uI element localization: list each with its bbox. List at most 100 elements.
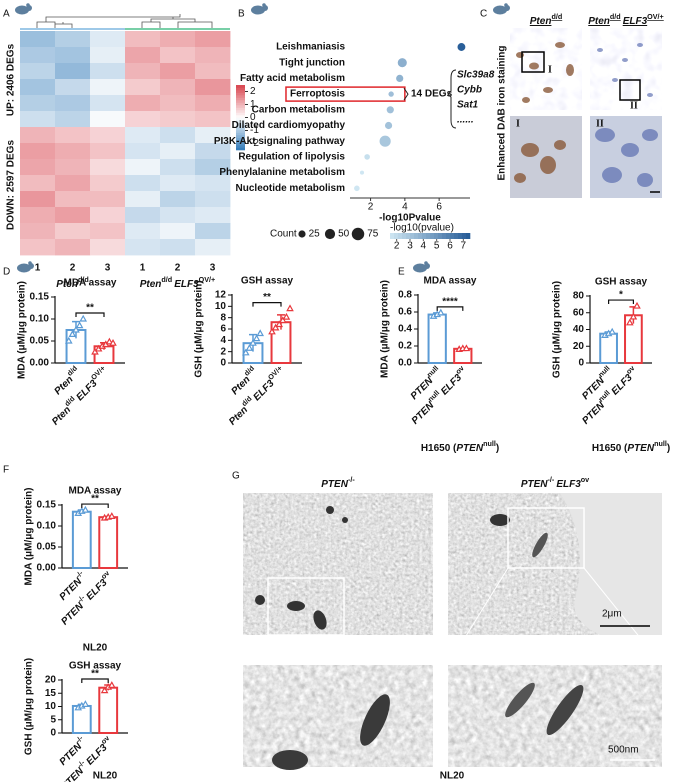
y-tick-label: 0.4: [398, 324, 412, 335]
colorbar-step: [236, 140, 245, 143]
column-label: 3: [210, 263, 216, 274]
column-header: Ptend/d ELF3OV/+: [588, 12, 664, 27]
significance: ****: [442, 296, 458, 307]
label-part: ELF3: [556, 479, 581, 490]
label-part: ELF3: [84, 577, 109, 602]
heat-cell: [160, 111, 196, 128]
scale-label: 2μm: [602, 609, 622, 620]
label-part: -/-: [74, 568, 86, 580]
label-part: d/d: [78, 275, 89, 284]
pathway-label: Fatty acid metabolism: [240, 73, 345, 84]
legend-gradient: [422, 233, 427, 239]
colorbar-step: [236, 87, 245, 91]
y-tick-label: 0.00: [37, 563, 57, 574]
y-axis-label: MDA (μM/μg protein): [24, 488, 35, 586]
legend-gradient: [466, 233, 471, 239]
heat-cell: [55, 143, 91, 160]
y-tick-label: 8: [220, 312, 226, 323]
data-point: [109, 338, 117, 346]
pathway-label: Dilated cardiomyopathy: [232, 120, 346, 131]
legend-gradient: [442, 233, 447, 239]
heat-cell: [90, 127, 126, 144]
label-part: null: [654, 439, 667, 448]
heat-cell: [55, 47, 91, 64]
chart-title: GSH assay: [595, 277, 648, 288]
panel-label: C: [480, 9, 487, 20]
significance-bracket: [608, 299, 634, 305]
heat-cell: [195, 207, 231, 224]
legend-gradient: [406, 233, 411, 239]
legend-gradient: [414, 233, 419, 239]
label-part: PTEN: [321, 479, 348, 490]
label-part: Pten: [530, 16, 552, 27]
colorbar-step: [236, 105, 245, 108]
heat-cell: [195, 223, 231, 240]
label-part: Pten: [50, 404, 73, 427]
colorbar-step: [236, 117, 245, 121]
y-tick-label: 0.8: [398, 290, 412, 301]
column-label: 1: [35, 263, 41, 274]
y-axis-label: GSH (μM/μg protein): [24, 658, 35, 755]
heat-cell: [125, 47, 161, 64]
chart-title: GSH assay: [241, 276, 294, 287]
legend-gradient: [438, 233, 443, 239]
dot: [364, 154, 370, 160]
mouse-icon: [413, 261, 430, 273]
y-tick-label: 0.10: [30, 314, 50, 325]
heat-cell: [125, 31, 161, 48]
colorbar-step: [236, 112, 245, 116]
y-tick-label: 0.05: [30, 336, 50, 347]
x-axis-label: H1650 (PTENnull): [421, 439, 499, 454]
side-label: Enhanced DAB iron staining: [497, 45, 508, 180]
y-tick-label: 0.00: [30, 358, 50, 369]
label-part: Pten: [56, 279, 78, 290]
staining-images: [510, 28, 662, 198]
mouse-icon: [17, 261, 34, 273]
label-part: ELF3: [439, 372, 464, 397]
heat-cell: [20, 207, 56, 224]
y-tick-label: 0: [50, 728, 56, 739]
label-part: null: [483, 439, 496, 448]
heat-cell: [195, 239, 231, 256]
x-tick-label: 6: [436, 202, 442, 213]
legend-gradient: [426, 233, 431, 239]
heat-cell: [20, 175, 56, 192]
colorbar-step: [236, 115, 245, 118]
heat-cell: [90, 31, 126, 48]
heat-cell: [160, 159, 196, 176]
heat-cell: [160, 63, 196, 80]
heat-cell: [90, 143, 126, 160]
colorbar-label: 2: [250, 86, 256, 97]
group-label: Ptend/d: [56, 275, 88, 290]
y-tick-label: 2: [220, 346, 226, 357]
y-tick-label: 0: [578, 358, 584, 369]
legend-gradient: [458, 233, 463, 239]
label-part: ELF3: [84, 742, 109, 767]
data-point: [625, 318, 634, 326]
x-tick-label: 2: [368, 202, 374, 213]
colorbar-step: [236, 110, 245, 113]
data-point: [633, 301, 641, 309]
label-part: Pten: [227, 404, 250, 427]
heat-cell: [55, 191, 91, 208]
label-part: OV/+: [266, 364, 284, 382]
heat-cell: [125, 63, 161, 80]
bar: [71, 510, 92, 569]
y-tick-label: 20: [45, 675, 57, 686]
data-point: [107, 681, 116, 688]
legend-label: 6: [447, 241, 453, 252]
y-axis-label: GSH (μM/μg protein): [552, 281, 563, 378]
highlight-box: [285, 86, 406, 102]
zoom-lines: [242, 567, 663, 666]
scale-label: 500nm: [608, 745, 639, 756]
heat-cell: [160, 239, 196, 256]
gene-label: Slc39a8: [457, 70, 495, 81]
pathway-label: Carbon metabolism: [252, 104, 345, 115]
label-part: d/d: [551, 12, 562, 21]
colorbar-step: [236, 132, 245, 136]
bar: [98, 516, 119, 569]
data-point: [72, 325, 80, 333]
y-tick-label: 15: [45, 688, 57, 699]
heat-cell: [195, 47, 231, 64]
